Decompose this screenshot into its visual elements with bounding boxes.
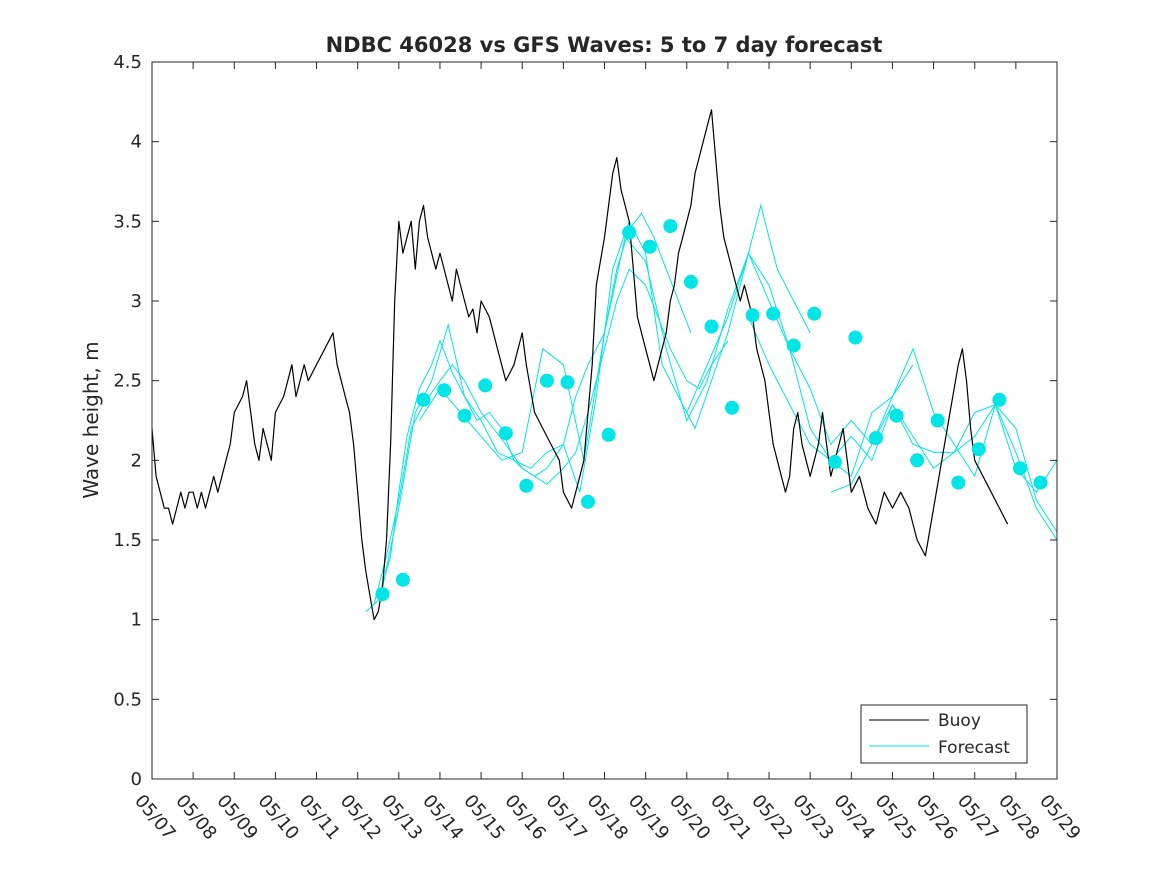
forecast-point — [1034, 476, 1048, 490]
y-tick-label: 2.5 — [113, 371, 142, 392]
y-tick-label: 1 — [131, 610, 142, 631]
forecast-point — [581, 495, 595, 509]
y-tick-label: 4.5 — [113, 52, 142, 73]
chart-title: NDBC 46028 vs GFS Waves: 5 to 7 day fore… — [326, 33, 883, 57]
forecast-point — [910, 453, 924, 467]
forecast-point — [931, 414, 945, 428]
forecast-point — [417, 393, 431, 407]
y-tick-label: 4 — [131, 132, 142, 153]
forecast-point — [663, 219, 677, 233]
legend-buoy-label: Buoy — [938, 711, 981, 731]
forecast-point — [787, 339, 801, 353]
forecast-point — [828, 455, 842, 469]
forecast-point — [1013, 461, 1027, 475]
forecast-point — [602, 428, 616, 442]
forecast-point — [519, 479, 533, 493]
forecast-point — [643, 240, 657, 254]
forecast-point — [890, 409, 904, 423]
y-tick-label: 2 — [131, 450, 142, 471]
y-tick-label: 0.5 — [113, 689, 142, 710]
forecast-point — [375, 587, 389, 601]
y-tick-label: 3.5 — [113, 211, 142, 232]
forecast-point — [725, 401, 739, 415]
forecast-point — [540, 374, 554, 388]
forecast-point — [561, 375, 575, 389]
forecast-point — [992, 393, 1006, 407]
forecast-point — [848, 331, 862, 345]
forecast-point — [972, 442, 986, 456]
forecast-point — [807, 307, 821, 321]
forecast-point — [746, 308, 760, 322]
forecast-point — [622, 226, 636, 240]
legend-forecast-label: Forecast — [938, 738, 1010, 758]
forecast-point — [684, 275, 698, 289]
y-tick-label: 0 — [131, 769, 142, 790]
forecast-point — [437, 383, 451, 397]
forecast-point — [705, 320, 719, 334]
forecast-point — [499, 426, 513, 440]
forecast-point — [458, 409, 472, 423]
forecast-point — [766, 307, 780, 321]
forecast-point — [478, 378, 492, 392]
forecast-point — [869, 431, 883, 445]
y-tick-label: 3 — [131, 291, 142, 312]
y-tick-label: 1.5 — [113, 530, 142, 551]
y-axis-label: Wave height, m — [79, 341, 103, 498]
forecast-point — [951, 476, 965, 490]
forecast-point — [396, 573, 410, 587]
legend: Buoy Forecast — [861, 705, 1027, 763]
